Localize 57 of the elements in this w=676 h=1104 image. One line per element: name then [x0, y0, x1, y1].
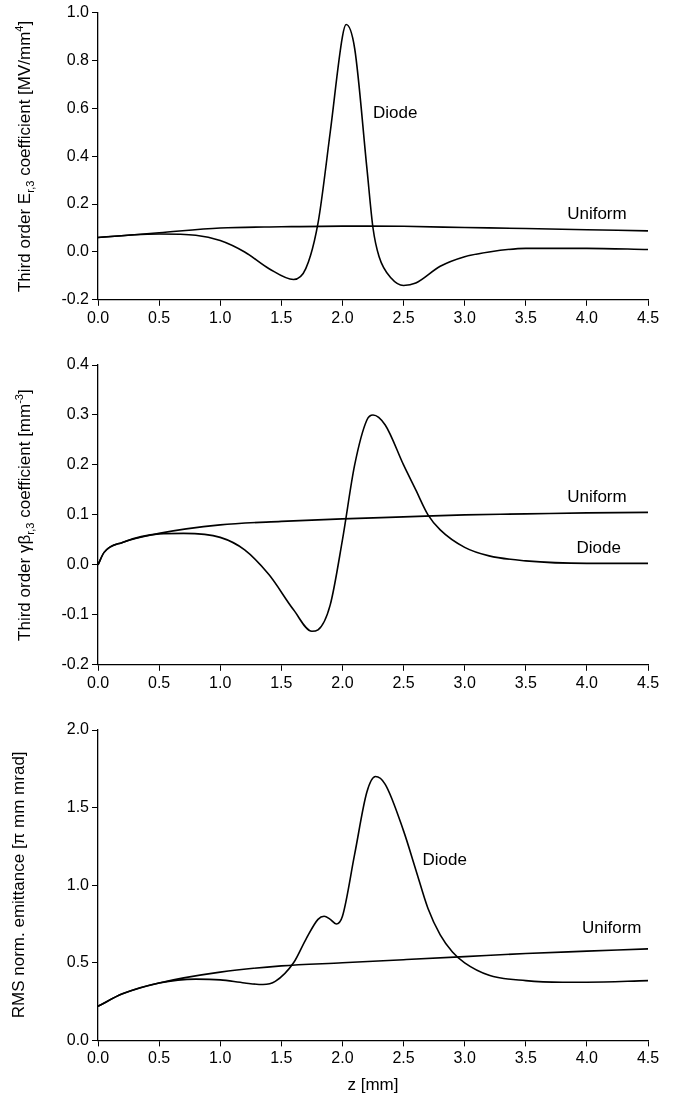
y-tick-label: 1.0: [66, 3, 90, 21]
y-tick-label: 0.8: [66, 50, 90, 68]
x-tick-label: 2.5: [392, 308, 415, 326]
x-tick-label: 0.0: [86, 308, 110, 326]
x-tick-label: 3.0: [453, 1049, 476, 1067]
x-tick-label: 0.0: [86, 1049, 110, 1067]
y-tick-label: 0.3: [66, 405, 90, 423]
x-tick-label: 0.5: [147, 673, 171, 691]
series-label: Uniform: [567, 487, 627, 507]
x-tick-label: 4.5: [636, 1049, 660, 1067]
y-tick-label: 1.5: [66, 798, 90, 816]
y-tick-label: 0.5: [66, 953, 90, 971]
x-tick-label: 3.5: [514, 673, 537, 691]
x-tick-label: 0.5: [147, 308, 171, 326]
y-tick-label: 0.0: [66, 242, 90, 260]
x-tick-label: 1.0: [209, 308, 232, 326]
x-tick-label: 2.5: [392, 1049, 415, 1067]
y-tick-label: 0.2: [66, 455, 90, 473]
x-tick-label: 3.0: [453, 673, 476, 691]
y-axis-title: RMS norm. emittance [π mm mrad]: [8, 750, 29, 1021]
x-tick-label: 1.0: [209, 1049, 232, 1067]
x-tick-label: 3.0: [453, 308, 476, 326]
y-tick-label: 0.4: [66, 146, 90, 164]
x-tick-label: 1.0: [209, 673, 232, 691]
x-tick-label: 0.0: [86, 673, 110, 691]
x-tick-label: 4.0: [575, 1049, 599, 1067]
y-tick-label: 2.0: [66, 720, 90, 738]
y-tick-label: 1.0: [66, 875, 90, 893]
x-tick-label: 2.0: [331, 673, 354, 691]
y-tick-label: 0.0: [66, 1030, 90, 1048]
x-tick-label: 2.0: [331, 308, 354, 326]
x-tick-label: 0.5: [147, 1049, 171, 1067]
y-tick-label: 0.2: [66, 194, 90, 212]
y-tick-label: -0.2: [61, 290, 90, 308]
series-label: Diode: [576, 537, 621, 557]
y-tick-label: 0.4: [66, 355, 90, 373]
series-label: Uniform: [567, 204, 627, 224]
x-tick-label: 4.0: [575, 308, 599, 326]
y-tick-label: -0.2: [61, 655, 90, 673]
x-tick-label: 3.5: [514, 308, 537, 326]
x-axis-title: z [mm]: [347, 1075, 399, 1095]
y-tick-label: -0.1: [61, 605, 90, 623]
y-tick-label: 0.6: [66, 98, 90, 116]
series-label: Diode: [373, 102, 418, 122]
series-label: Diode: [422, 850, 467, 870]
x-tick-label: 1.5: [270, 673, 293, 691]
x-tick-label: 2.5: [392, 673, 415, 691]
x-tick-label: 3.5: [514, 1049, 537, 1067]
x-tick-label: 4.0: [575, 673, 599, 691]
y-tick-label: 0.1: [66, 505, 90, 523]
x-tick-label: 1.5: [270, 308, 293, 326]
x-tick-label: 4.5: [636, 673, 660, 691]
y-tick-label: 0.0: [66, 555, 90, 573]
x-tick-label: 4.5: [636, 308, 660, 326]
x-tick-label: 1.5: [270, 1049, 293, 1067]
x-tick-label: 2.0: [331, 1049, 354, 1067]
series-label: Uniform: [582, 918, 642, 938]
